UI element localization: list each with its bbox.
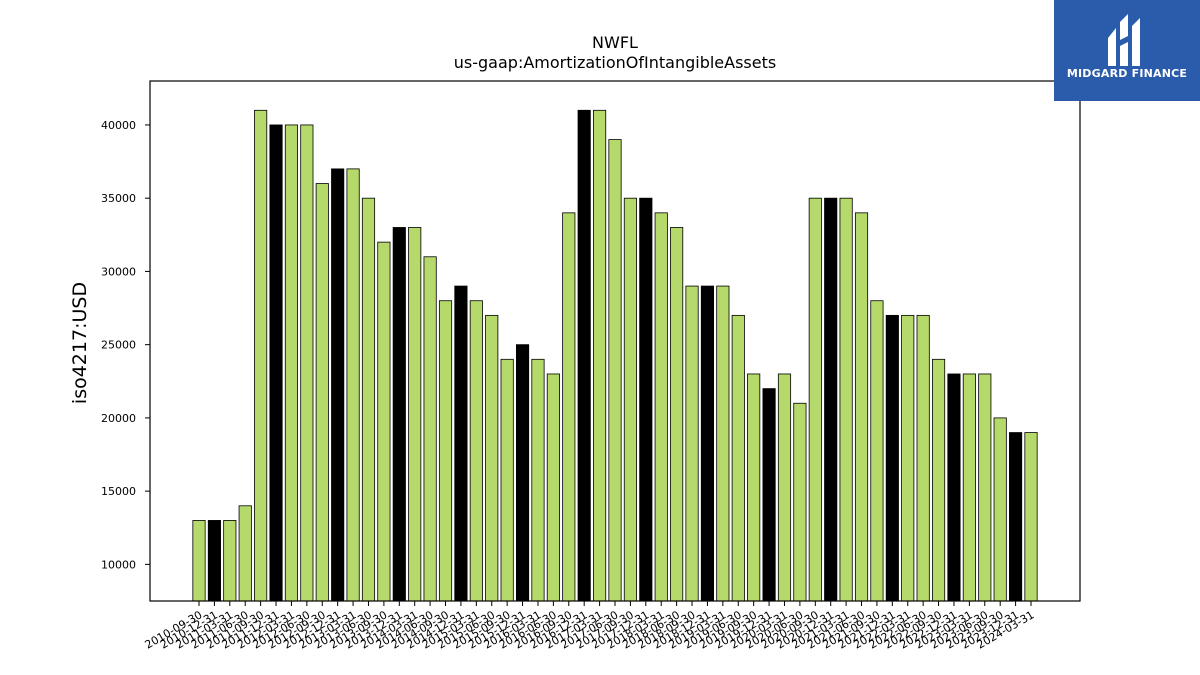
bar-2017-03-31 — [593, 109, 607, 602]
bar-2021-03-31 — [839, 197, 853, 602]
bar-2013-03-31 — [346, 168, 360, 602]
bar-2011-12-31 — [269, 124, 283, 602]
bar-2019-09-30 — [747, 373, 761, 602]
bar-2014-09-30 — [438, 300, 453, 602]
bar-2019-12-31 — [762, 388, 776, 602]
bar-2012-06-30 — [300, 124, 314, 602]
bar-2017-12-31 — [639, 197, 653, 602]
bar-2020-06-30 — [793, 402, 807, 602]
bar-2022-12-31 — [947, 373, 961, 602]
bar-2022-06-30 — [916, 314, 930, 602]
bar-2013-06-30 — [361, 197, 376, 602]
bar-2013-09-30 — [377, 241, 391, 602]
bar-2021-09-30 — [870, 300, 884, 602]
plot-frame — [149, 80, 1081, 602]
bar-2014-12-31 — [454, 285, 468, 602]
bar-2023-03-31 — [962, 373, 976, 602]
bar-2015-03-31 — [469, 300, 483, 602]
y-tick-label: 30000 — [101, 265, 136, 278]
bar-2016-06-30 — [546, 373, 560, 602]
bar-2023-06-30 — [978, 373, 992, 602]
bar-2018-12-31 — [700, 285, 715, 602]
y-tick-label: 20000 — [101, 412, 136, 425]
bar-2022-03-31 — [901, 314, 915, 602]
bar-2020-09-30 — [808, 197, 822, 602]
x-axis: 2010-09-302010-12-312011-03-312011-06-30… — [143, 601, 1037, 652]
bar-2015-06-30 — [485, 314, 499, 602]
bar-2021-12-31 — [885, 314, 899, 602]
bar-2023-12-31 — [1009, 432, 1023, 602]
bar-2016-03-31 — [531, 358, 545, 602]
bar-2015-09-30 — [500, 358, 514, 602]
bar-2011-09-30 — [254, 109, 268, 602]
bar-2012-03-31 — [284, 124, 299, 602]
chart-title: NWFL — [592, 33, 638, 52]
bar-2017-06-30 — [608, 139, 622, 602]
chart-subtitle: us-gaap:AmortizationOfIntangibleAssets — [454, 53, 776, 72]
bar-2020-03-31 — [777, 373, 792, 602]
bar-2018-09-30 — [685, 285, 699, 602]
bar-2013-12-31 — [392, 227, 406, 602]
y-tick-label: 25000 — [101, 339, 136, 352]
y-tick-label: 15000 — [101, 485, 136, 498]
bar-2012-09-30 — [315, 183, 329, 602]
bar-2022-09-30 — [931, 358, 946, 602]
bar-2024-03-31 — [1024, 432, 1038, 602]
bar-2011-03-31 — [223, 520, 237, 602]
logo-text: MIDGARD FINANCE — [1066, 67, 1188, 80]
bar-2016-12-31 — [577, 109, 591, 602]
bar-2015-12-31 — [515, 344, 530, 602]
bar-2014-03-31 — [408, 227, 422, 602]
bar-2014-06-30 — [423, 256, 437, 602]
bar-2019-06-30 — [731, 314, 745, 602]
bar-2020-12-31 — [824, 197, 838, 602]
bar-2012-12-31 — [331, 168, 345, 602]
y-tick-label: 35000 — [101, 192, 136, 205]
bar-2019-03-31 — [716, 285, 730, 602]
bar-2017-09-30 — [623, 197, 637, 602]
bar-2021-06-30 — [854, 212, 869, 602]
y-axis-label: iso4217:USD — [69, 282, 91, 404]
bar-2010-09-30 — [192, 520, 206, 602]
bar-2010-12-31 — [207, 520, 221, 602]
y-tick-label: 10000 — [101, 558, 136, 571]
bar-2023-09-30 — [993, 417, 1007, 602]
bar-2018-06-30 — [670, 227, 684, 602]
y-tick-label: 40000 — [101, 119, 136, 132]
bars-group — [192, 109, 1038, 602]
bar-2018-03-31 — [654, 212, 668, 602]
logo-mark-icon — [1108, 14, 1140, 66]
midgard-finance-logo: MIDGARD FINANCE — [1054, 0, 1200, 101]
bar-2011-06-30 — [238, 505, 252, 602]
y-axis: 10000 15000 20000 25000 30000 35000 40000 — [101, 119, 150, 571]
bar-2016-09-30 — [562, 212, 576, 602]
